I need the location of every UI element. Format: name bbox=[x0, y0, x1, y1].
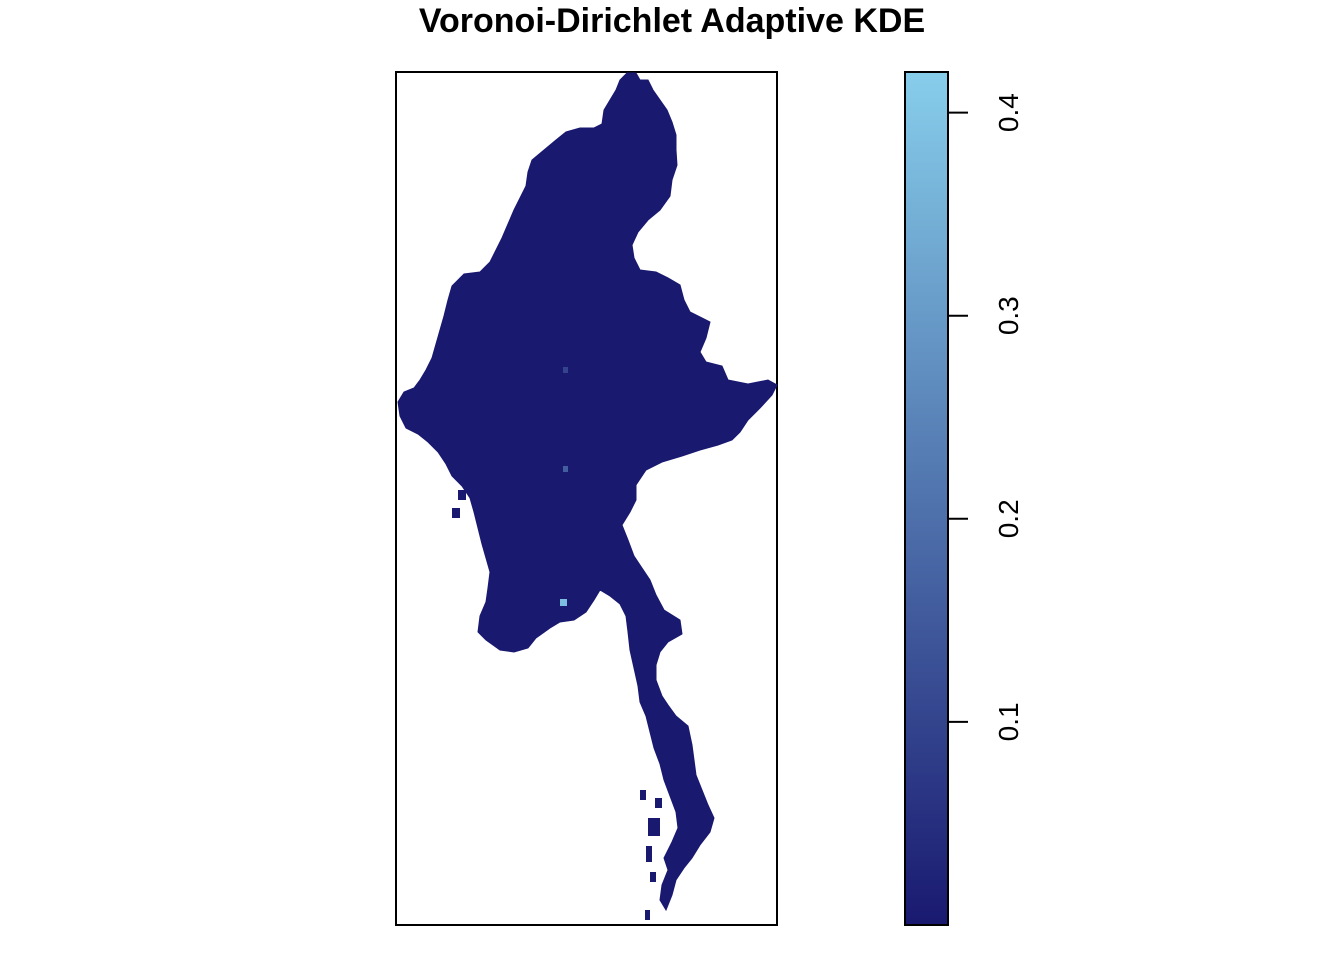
southern-island-3 bbox=[648, 818, 660, 836]
western-island-2 bbox=[458, 490, 466, 500]
colorbar-gradient bbox=[904, 71, 949, 926]
colorbar-tick-label: 0.1 bbox=[993, 702, 1024, 741]
hotspot-southern bbox=[560, 599, 567, 606]
density-map bbox=[397, 72, 778, 920]
chart-title: Voronoi-Dirichlet Adaptive KDE bbox=[419, 2, 925, 40]
colorbar-ticks: 0.1 0.2 0.3 0.4 bbox=[948, 93, 1024, 741]
myanmar-density-region bbox=[397, 72, 778, 912]
hotspot-lower-central bbox=[563, 466, 568, 472]
colorbar-tick-label: 0.2 bbox=[993, 499, 1024, 538]
southern-island-6 bbox=[645, 910, 650, 920]
southern-island-2 bbox=[655, 798, 662, 808]
southern-island-5 bbox=[650, 872, 656, 882]
colorbar-tick-label: 0.4 bbox=[993, 93, 1024, 132]
map-panel bbox=[395, 71, 778, 926]
southern-island-1 bbox=[640, 790, 646, 800]
southern-island-4 bbox=[646, 846, 652, 862]
colorbar: 0.1 0.2 0.3 0.4 bbox=[904, 71, 1024, 926]
colorbar-tick-label: 0.3 bbox=[993, 296, 1024, 335]
western-island-1 bbox=[452, 508, 460, 518]
hotspot-central bbox=[563, 367, 568, 373]
